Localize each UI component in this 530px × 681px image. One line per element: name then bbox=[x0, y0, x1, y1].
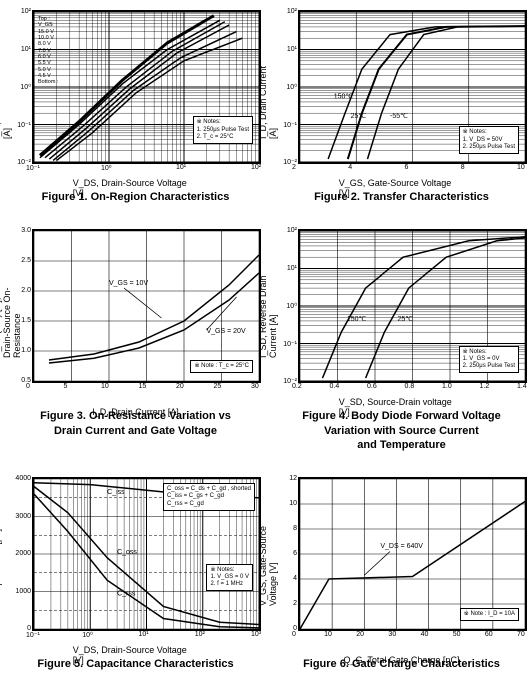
note-fig5: ※ Notes:1. V_GS = 0 V2. f = 1 MHz bbox=[206, 564, 253, 592]
ylabel-fig3: R_DS(ON) [Ω], Drain-Source On-Resistance bbox=[0, 272, 22, 358]
chart-fig6: V_DS = 640V 010203040506070024681012 ※ N… bbox=[298, 477, 527, 631]
svg-text:25℃: 25℃ bbox=[351, 113, 367, 120]
note-fig3: ※ Note : T_c = 25°C bbox=[190, 360, 253, 373]
svg-text:-55℃: -55℃ bbox=[390, 113, 408, 120]
xlabel-fig3: I_D, Drain Current [A] bbox=[92, 407, 179, 417]
figure-panel-fig6: V_DS = 640V 010203040506070024681012 ※ N… bbox=[276, 477, 527, 671]
note-fig2: ※ Notes:1. V_DS = 50V2. 250μs Pulse Test bbox=[459, 126, 519, 154]
xlabel-fig2: V_GS, Gate-Source Voltage [V] bbox=[339, 178, 465, 198]
svg-text:150℃: 150℃ bbox=[347, 316, 367, 323]
chart-fig1: 10⁻¹10⁰10¹10²10⁻²10⁻¹10⁰10¹10² Top :V_GS… bbox=[32, 10, 261, 164]
figure-panel-fig3: V_GS = 10VV_GS = 20V 0510152025300.51.01… bbox=[10, 229, 261, 452]
svg-text:V_GS = 10V: V_GS = 10V bbox=[109, 280, 148, 287]
xlabel-fig1: V_DS, Drain-Source Voltage [V] bbox=[73, 178, 199, 198]
note-fig4: ※ Notes:1. V_GS = 0V2. 250μs Pulse Test bbox=[459, 346, 519, 374]
svg-text:C_iss: C_iss bbox=[107, 489, 125, 496]
figure-panel-fig1: 10⁻¹10⁰10¹10²10⁻²10⁻¹10⁰10¹10² Top :V_GS… bbox=[10, 10, 261, 204]
ylabel-fig4: I_SD, Reverse Drain Current [A] bbox=[258, 272, 278, 358]
svg-text:150℃: 150℃ bbox=[334, 93, 354, 100]
figure-panel-fig5: C_issC_ossC_rss 10⁻¹10⁰10¹10²10³01000200… bbox=[10, 477, 261, 671]
chart-fig5: C_issC_ossC_rss 10⁻¹10⁰10¹10²10³01000200… bbox=[32, 477, 261, 631]
svg-text:C_oss: C_oss bbox=[117, 549, 137, 556]
note-fig1: ※ Notes:1. 250μs Pulse Test2. T_c = 25°C bbox=[193, 116, 253, 144]
xlabel-fig5: V_DS, Drain-Source Voltage [V] bbox=[73, 645, 199, 665]
svg-text:C_rss: C_rss bbox=[117, 590, 136, 597]
ylabel-fig5: Capacitance [pF] bbox=[0, 529, 2, 597]
figure-grid: 10⁻¹10⁰10¹10²10⁻²10⁻¹10⁰10¹10² Top :V_GS… bbox=[10, 10, 520, 671]
chart-fig2: 150℃25℃-55℃ 24681010⁻²10⁻¹10⁰10¹10² ※ No… bbox=[298, 10, 527, 164]
svg-text:V_DS = 640V: V_DS = 640V bbox=[380, 543, 423, 550]
figure-panel-fig2: 150℃25℃-55℃ 24681010⁻²10⁻¹10⁰10¹10² ※ No… bbox=[276, 10, 527, 204]
ylabel-fig2: I_D, Drain Current [A] bbox=[258, 53, 278, 139]
xlabel-fig4: V_SD, Source-Drain voltage [V] bbox=[339, 397, 465, 417]
figure-panel-fig4: 150℃25℃ 0.20.40.60.81.01.21.410⁻²10⁻¹10⁰… bbox=[276, 229, 527, 452]
ylabel-fig1: I_D, Drain Current [A] bbox=[0, 53, 12, 139]
xlabel-fig6: Q_G, Total Gate Charge [nC] bbox=[344, 655, 460, 665]
svg-text:V_GS = 20V: V_GS = 20V bbox=[207, 328, 246, 335]
chart-fig3: V_GS = 10VV_GS = 20V 0510152025300.51.01… bbox=[32, 229, 261, 383]
chart-fig4: 150℃25℃ 0.20.40.60.81.01.21.410⁻²10⁻¹10⁰… bbox=[298, 229, 527, 383]
svg-text:25℃: 25℃ bbox=[398, 316, 414, 323]
note-fig6: ※ Note : I_D = 10A bbox=[460, 608, 519, 621]
ylabel-fig6: V_GS, Gate-Source Voltage [V] bbox=[258, 520, 278, 606]
